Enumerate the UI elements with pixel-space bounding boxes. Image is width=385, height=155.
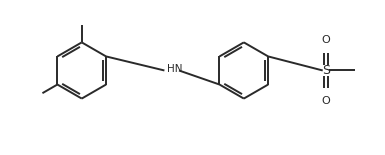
Text: O: O [321,35,330,45]
Text: HN: HN [167,64,182,74]
Text: S: S [322,64,330,77]
Text: O: O [321,96,330,106]
